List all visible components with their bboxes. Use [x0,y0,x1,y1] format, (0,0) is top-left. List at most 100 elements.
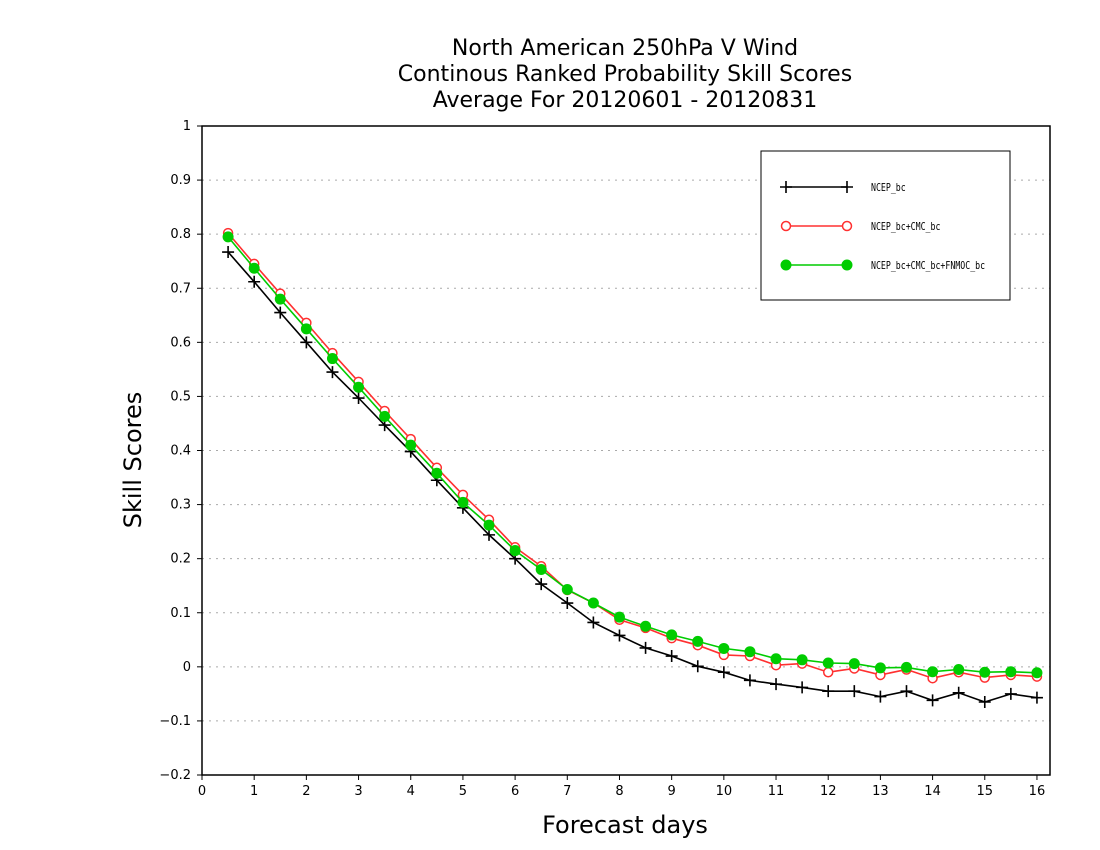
data-point [822,657,834,669]
data-point [587,597,599,609]
y-axis-title: Skill Scores [119,392,147,529]
data-point [222,231,234,243]
data-point [874,662,886,674]
data-point [874,690,887,703]
chart-title-line-3: Average For 20120601 - 20120831 [432,88,818,113]
data-point [743,674,756,687]
data-point [639,641,652,654]
y-tick-label: −0.2 [159,768,191,783]
data-point [483,519,495,531]
x-tick-label: 12 [820,784,837,799]
data-point [717,666,730,679]
data-point [274,293,286,305]
data-point [509,545,521,557]
data-point [1005,666,1017,678]
x-axis-title: Forecast days [542,811,708,839]
data-point [248,275,261,288]
data-point [822,685,835,698]
chart-title-line-2: Continous Ranked Probability Skill Score… [397,62,853,87]
x-tick-label: 14 [924,784,941,799]
x-tick-label: 13 [872,784,889,799]
data-point [352,392,365,405]
y-tick-label: 0.5 [170,389,191,404]
data-point [561,597,574,610]
legend-label: NCEP_bc [871,181,906,194]
data-point [483,528,496,541]
y-tick-label: 0.1 [170,606,191,621]
data-point [952,686,965,699]
y-tick-label: −0.1 [159,714,191,729]
legend-marker [780,259,792,271]
data-point [848,685,861,698]
y-tick-label: 0.3 [170,498,191,513]
data-point [405,439,417,451]
data-point [691,660,704,673]
x-tick-label: 5 [459,784,467,799]
data-point [431,467,443,479]
x-tick-label: 8 [615,784,623,799]
data-point [796,654,808,666]
data-point [692,635,704,647]
data-point [718,642,730,654]
data-point [927,666,939,678]
y-tick-label: 0.7 [170,281,191,296]
data-point [978,695,991,708]
y-tick-label: 0.6 [170,335,191,350]
y-tick-label: 0.9 [170,173,191,188]
x-tick-label: 0 [198,784,206,799]
data-point [640,620,652,632]
x-tick-label: 16 [1029,784,1046,799]
legend-marker [841,220,853,232]
data-point [613,611,625,623]
series-0 [222,246,1043,708]
data-point [900,685,913,698]
x-tick-label: 15 [976,784,993,799]
series-layer [222,227,1043,708]
data-point [379,410,391,422]
x-tick-label: 11 [768,784,785,799]
y-tick-label: 0.8 [170,227,191,242]
data-point [770,653,782,665]
x-tick-label: 6 [511,784,519,799]
series-line [227,251,1038,703]
data-point [979,666,991,678]
data-point [1031,667,1043,679]
y-tick-label: 0.4 [170,444,191,459]
legend-marker [780,220,792,232]
legend-marker [841,259,853,271]
data-point [665,650,678,663]
legend-label: NCEP_bc+CMC_bc+FNMOC_bc [871,259,985,272]
data-point [248,262,260,274]
data-point [353,381,365,393]
legend: NCEP_bc NCEP_bc+CMC_bc NCEP_bc+CMC_bc+FNMO… [760,150,1011,301]
x-tick-label: 10 [716,784,733,799]
legend-marker [841,181,853,193]
data-point [535,578,548,591]
data-point [326,353,338,365]
data-point [300,323,312,335]
data-point [535,563,547,575]
data-point [1030,691,1043,704]
x-tick-label: 9 [668,784,676,799]
x-tick-label: 2 [302,784,310,799]
legend-marker [780,181,792,193]
data-point [300,336,313,349]
data-point [848,658,860,670]
x-tick-label: 3 [354,784,362,799]
series-2 [222,231,1043,679]
data-point [926,694,939,707]
data-point [561,583,573,595]
data-point [796,681,809,694]
y-axis-ticks: −0.2 −0.1 0 0.1 0.2 0.3 0.4 0.5 0.6 0.7 0.8 0.9 1 [159,119,202,783]
legend-label: NCEP_bc+CMC_bc [871,220,940,233]
data-point [744,646,756,658]
data-point [274,306,287,319]
y-tick-label: 1 [183,119,191,134]
x-tick-label: 7 [563,784,571,799]
x-tick-label: 1 [250,784,258,799]
data-point [1004,687,1017,700]
data-point [457,496,469,508]
data-point [613,629,626,642]
x-tick-label: 4 [407,784,415,799]
